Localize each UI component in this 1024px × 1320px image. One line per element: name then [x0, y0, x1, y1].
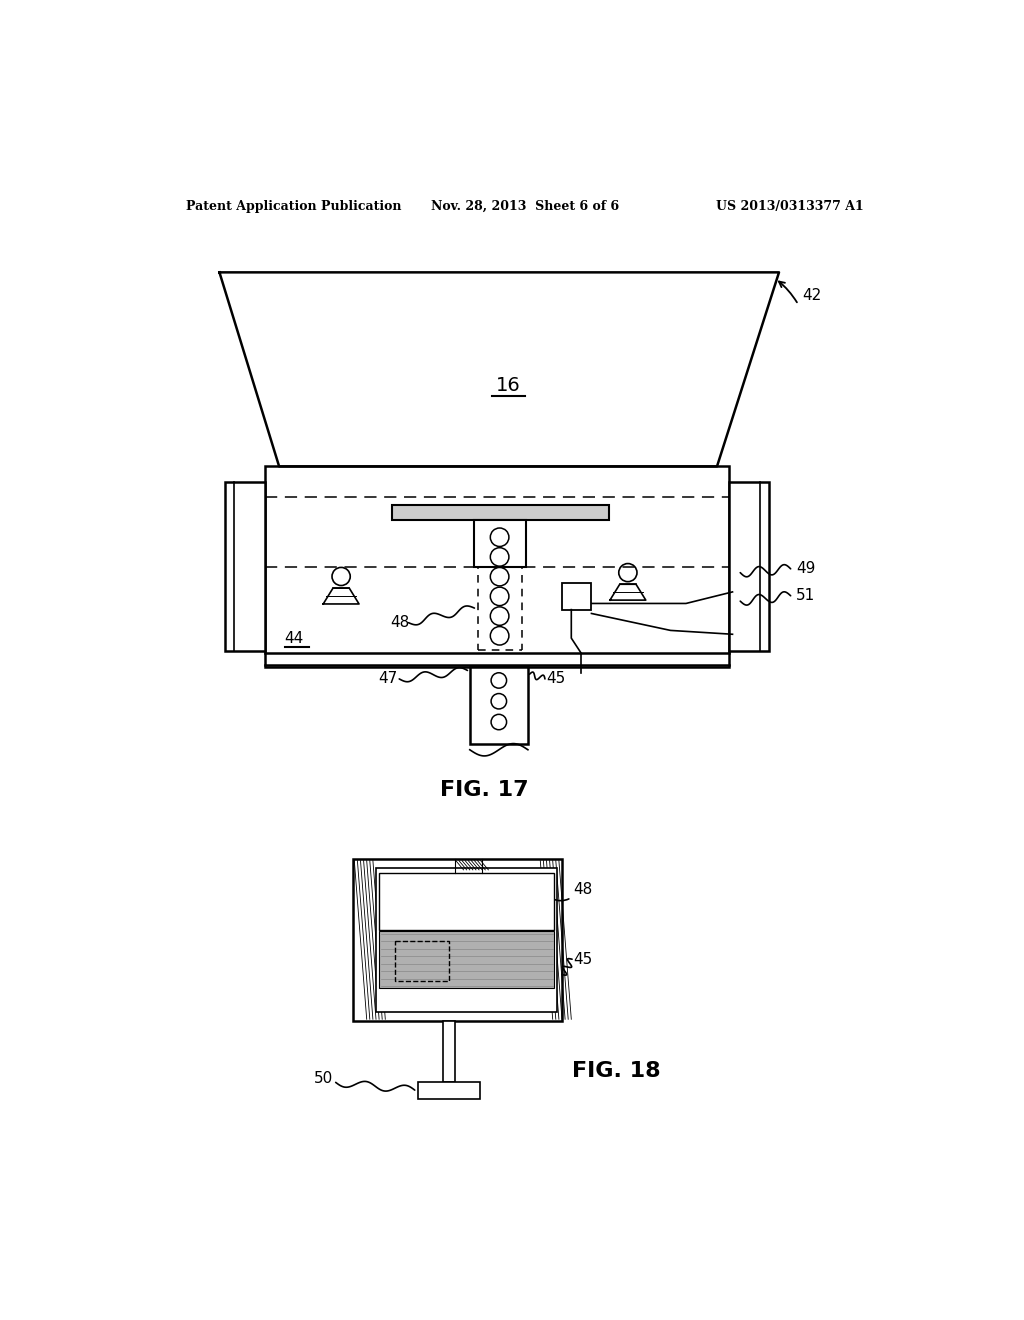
- Text: 49: 49: [796, 561, 815, 577]
- Bar: [442, 1020, 455, 1082]
- Text: 51: 51: [796, 589, 815, 603]
- Bar: [352, 859, 562, 1020]
- Bar: [225, 482, 265, 651]
- Bar: [379, 932, 554, 989]
- Bar: [470, 667, 528, 743]
- Text: 47: 47: [379, 672, 397, 686]
- Text: 45: 45: [547, 672, 565, 686]
- Bar: [379, 873, 554, 929]
- Bar: [474, 520, 525, 566]
- Bar: [729, 482, 769, 651]
- Bar: [265, 466, 729, 667]
- Text: 48: 48: [573, 882, 593, 898]
- Text: 44: 44: [285, 631, 304, 647]
- Text: FIG. 18: FIG. 18: [572, 1061, 660, 1081]
- Polygon shape: [219, 272, 779, 466]
- Text: Patent Application Publication: Patent Application Publication: [186, 199, 401, 213]
- Text: Nov. 28, 2013  Sheet 6 of 6: Nov. 28, 2013 Sheet 6 of 6: [431, 199, 618, 213]
- Bar: [418, 1082, 480, 1100]
- Bar: [394, 941, 449, 981]
- Text: 48: 48: [390, 615, 410, 630]
- Bar: [376, 869, 557, 1011]
- FancyBboxPatch shape: [562, 582, 592, 610]
- Text: US 2013/0313377 A1: US 2013/0313377 A1: [717, 199, 864, 213]
- Text: 50: 50: [314, 1071, 334, 1086]
- Text: 42: 42: [802, 288, 821, 304]
- Text: FIG. 17: FIG. 17: [440, 780, 528, 800]
- Bar: [391, 506, 608, 520]
- Text: 16: 16: [496, 376, 520, 395]
- Text: 45: 45: [573, 952, 593, 966]
